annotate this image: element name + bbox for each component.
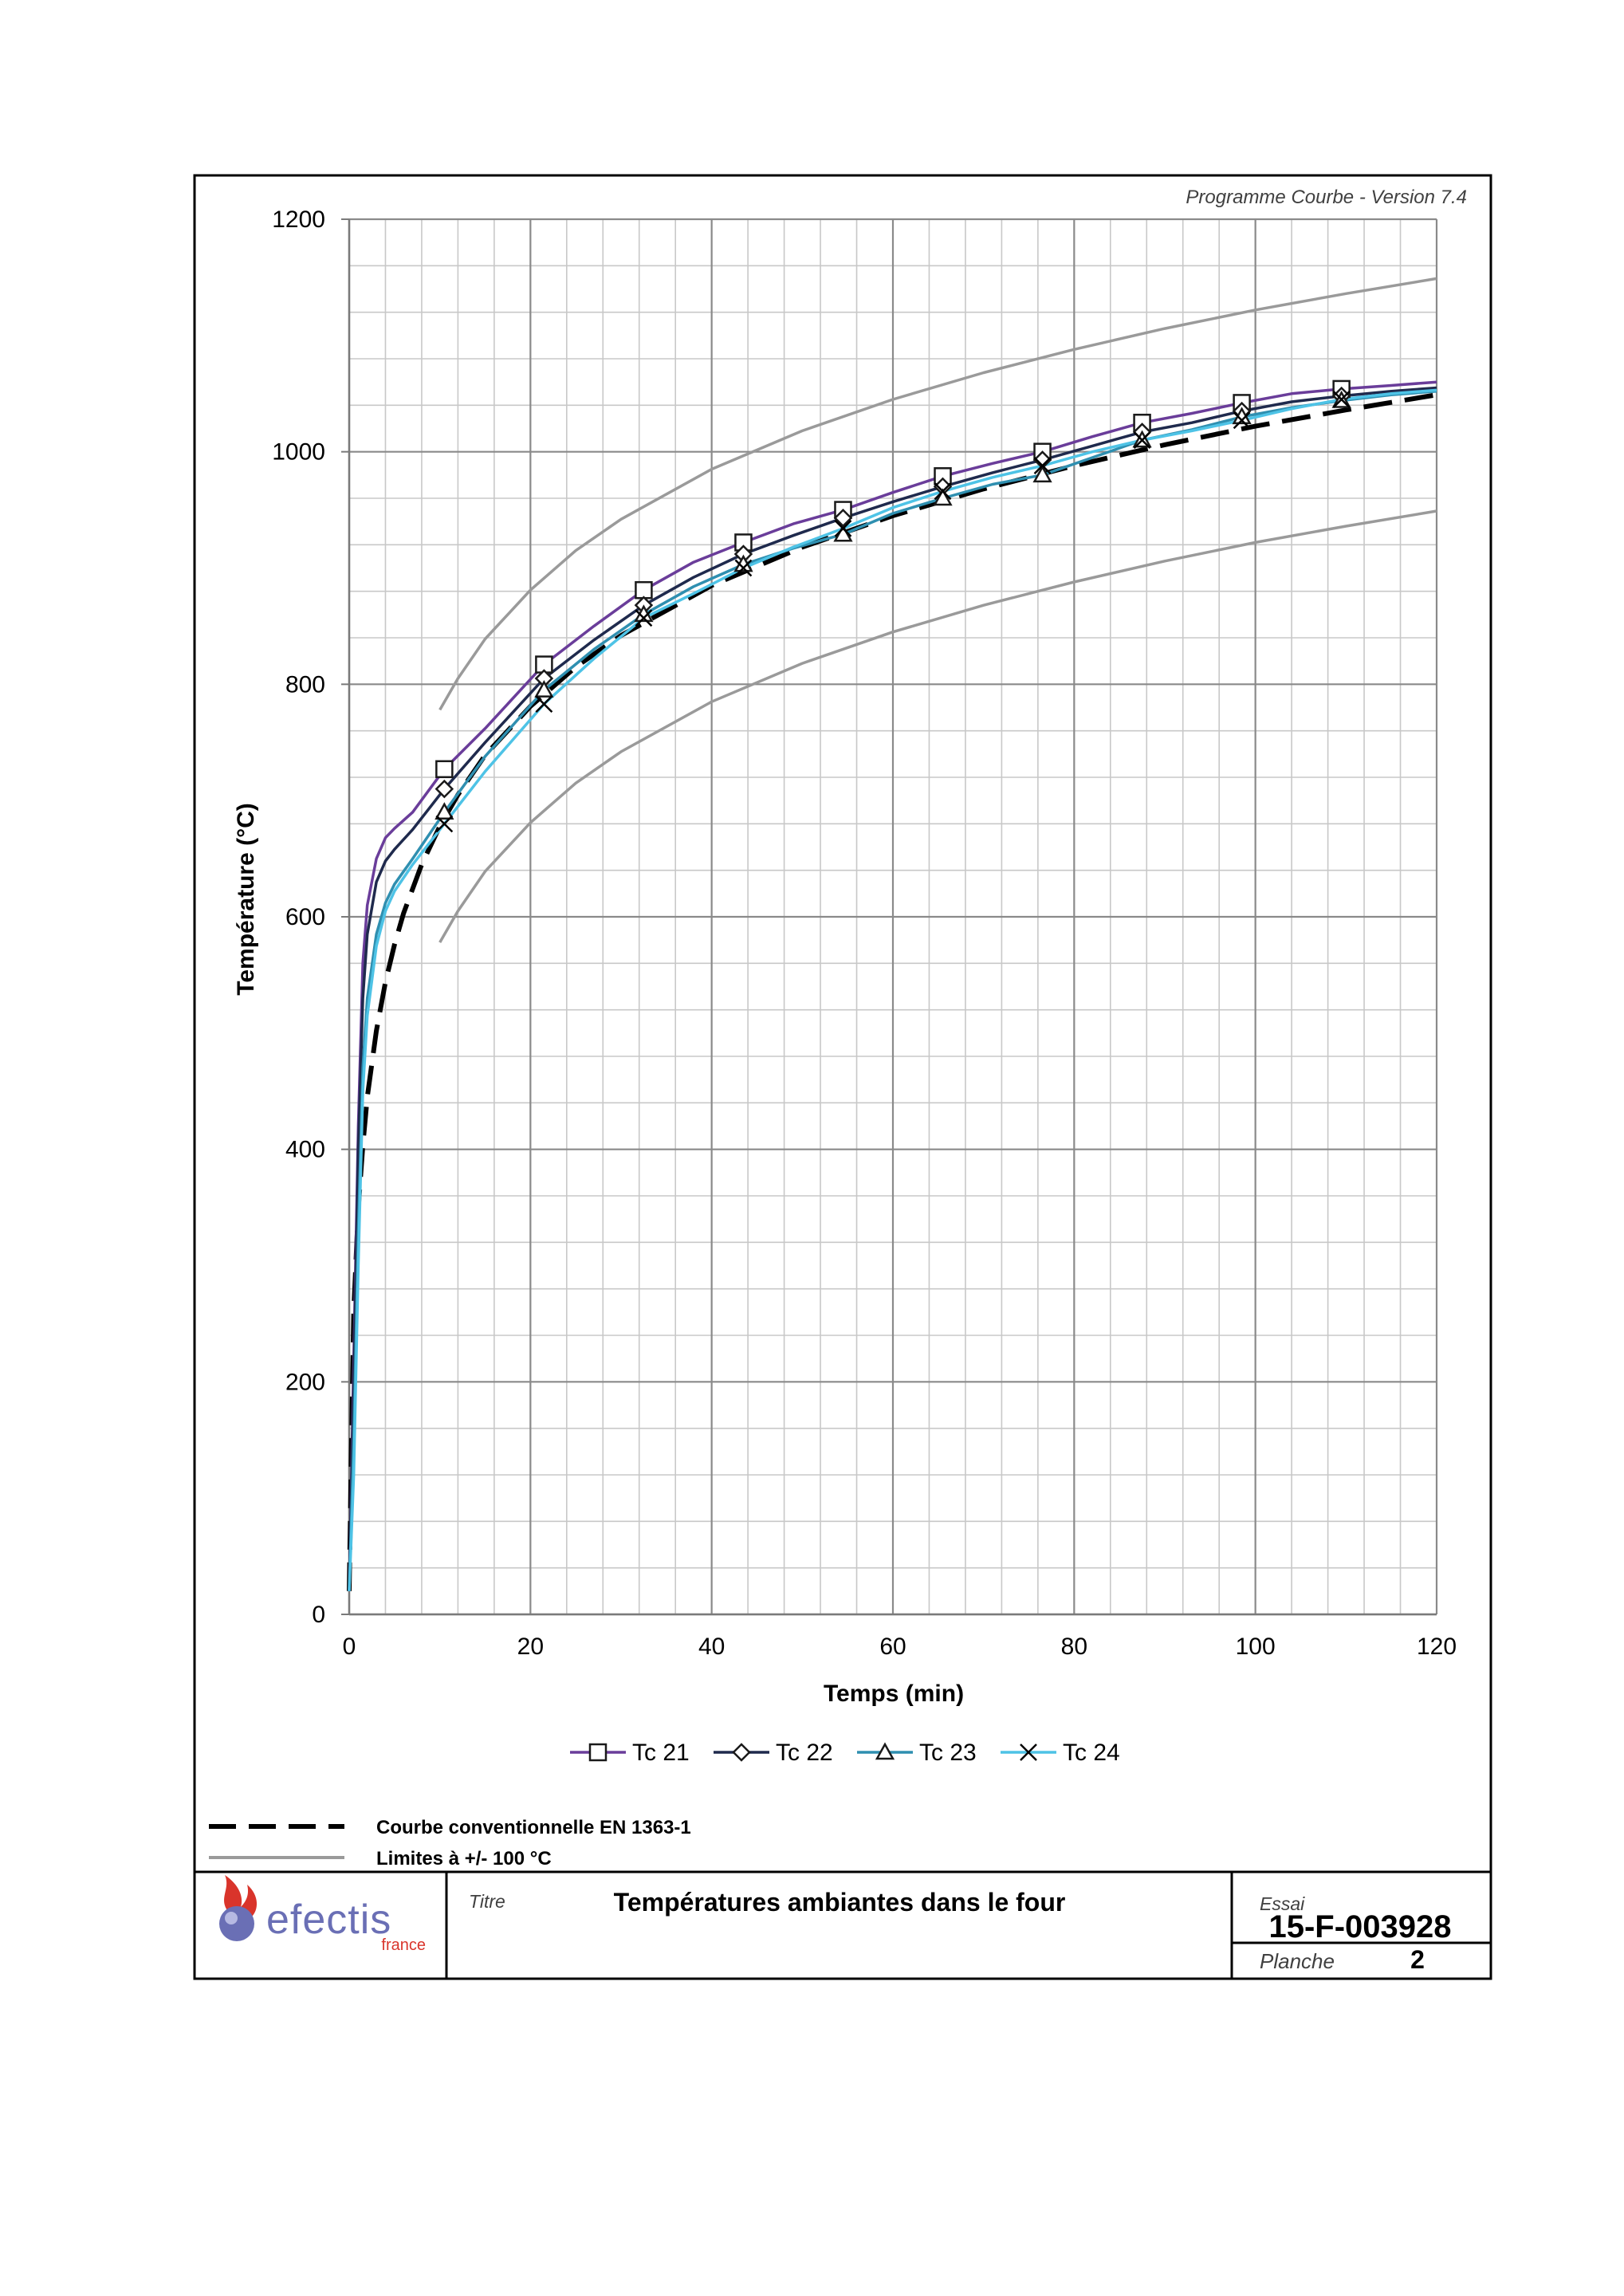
legend-marker bbox=[1020, 1744, 1037, 1761]
data-point-marker bbox=[1332, 391, 1351, 408]
y-tick-label: 600 bbox=[285, 904, 325, 930]
legend-conventional-label: Courbe conventionnelle EN 1363-1 bbox=[376, 1817, 691, 1838]
x-tick-label: 40 bbox=[698, 1634, 725, 1660]
series-legend: Tc 21 Tc 22 Tc 23 Tc 24 bbox=[570, 1740, 1120, 1766]
data-point-marker bbox=[934, 482, 952, 501]
legend-label: Tc 23 bbox=[919, 1740, 977, 1766]
x-tick-label: 120 bbox=[1417, 1634, 1457, 1660]
flame-sphere-icon bbox=[219, 1875, 258, 1941]
outer-frame bbox=[193, 174, 1492, 1980]
series-line-tc-22 bbox=[348, 386, 1437, 1591]
data-point-marker bbox=[1033, 457, 1052, 475]
y-axis-label: Température (°C) bbox=[233, 803, 259, 995]
x-tick-label: 60 bbox=[879, 1634, 906, 1660]
x-tick-label: 80 bbox=[1061, 1634, 1087, 1660]
x-tick-label: 0 bbox=[343, 1634, 356, 1660]
data-point-marker bbox=[534, 680, 554, 698]
series-line-tc-23 bbox=[348, 390, 1437, 1591]
limit-line bbox=[438, 277, 1437, 711]
legend-marker bbox=[875, 1742, 895, 1760]
y-tick-label: 1000 bbox=[272, 439, 325, 466]
title-label: Titre bbox=[469, 1891, 505, 1912]
data-point-marker bbox=[834, 520, 852, 537]
logo-subtext: france bbox=[381, 1936, 426, 1954]
essai-label: Essai bbox=[1260, 1893, 1305, 1914]
data-point-marker bbox=[1133, 431, 1151, 449]
data-point-marker bbox=[933, 488, 953, 506]
y-tick-label: 400 bbox=[285, 1137, 325, 1163]
logo-text: efectis bbox=[266, 1897, 391, 1943]
data-point-marker bbox=[734, 559, 753, 577]
page-title: Températures ambiantes dans le four bbox=[614, 1888, 1066, 1917]
y-tick-label: 200 bbox=[285, 1369, 325, 1395]
x-axis-label: Temps (min) bbox=[824, 1681, 964, 1707]
legend-label: Tc 24 bbox=[1063, 1740, 1120, 1766]
series-line-tc-24 bbox=[348, 388, 1437, 1591]
data-point-marker bbox=[435, 760, 454, 779]
data-point-marker bbox=[1032, 465, 1052, 483]
y-tick-label: 1200 bbox=[272, 206, 325, 233]
data-point-marker bbox=[635, 609, 653, 627]
data-point-marker bbox=[435, 815, 454, 833]
data-point-marker bbox=[435, 779, 454, 799]
data-point-marker bbox=[535, 695, 553, 714]
series-line-tc-21 bbox=[348, 380, 1437, 1591]
data-point-marker bbox=[435, 802, 454, 820]
data-point-marker bbox=[635, 580, 653, 600]
series-lines bbox=[348, 380, 1437, 1591]
planche-value: 2 bbox=[1410, 1945, 1425, 1974]
legend-marker bbox=[588, 1743, 608, 1762]
legend-limits-label: Limites à +/- 100 °C bbox=[376, 1848, 552, 1869]
version-label: Programme Courbe - Version 7.4 bbox=[1186, 187, 1467, 208]
essai-value: 15-F-003928 bbox=[1268, 1909, 1451, 1944]
series-markers bbox=[435, 379, 1351, 833]
planche-label: Planche bbox=[1260, 1949, 1335, 1973]
legend-label: Tc 22 bbox=[776, 1740, 833, 1766]
x-tick-label: 100 bbox=[1236, 1634, 1276, 1660]
y-tick-label: 0 bbox=[312, 1602, 325, 1628]
limit-line bbox=[438, 509, 1437, 943]
y-tick-label: 800 bbox=[285, 671, 325, 698]
legend-label: Tc 21 bbox=[632, 1740, 690, 1766]
data-point-marker bbox=[1233, 411, 1251, 430]
efectis-logo: efectis france bbox=[219, 1875, 426, 1954]
grid-major bbox=[348, 218, 1438, 1616]
legend-marker bbox=[732, 1743, 751, 1762]
x-tick-label: 20 bbox=[517, 1634, 544, 1660]
